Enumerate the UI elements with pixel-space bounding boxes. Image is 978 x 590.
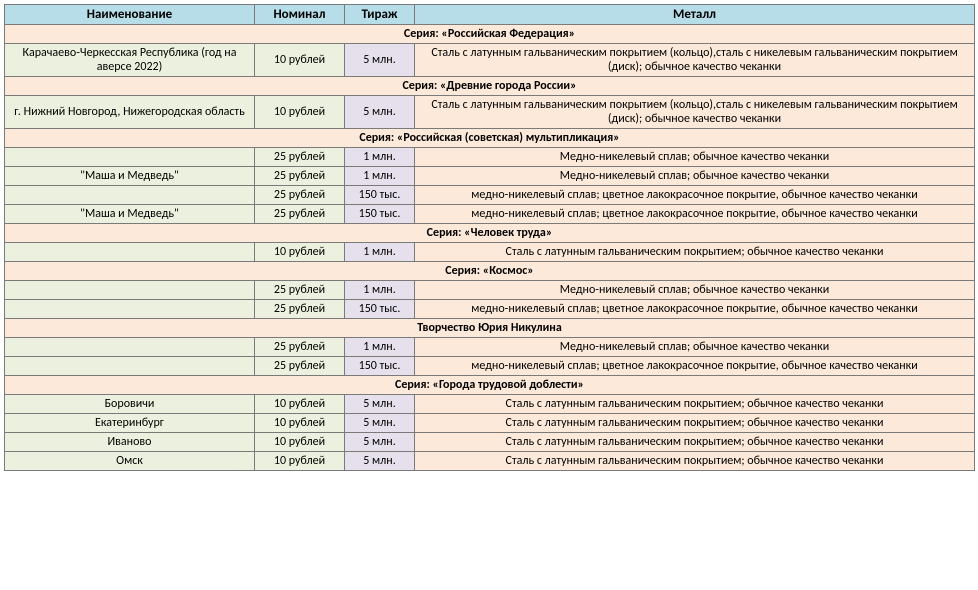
cell-tirazh: 1 млн. [345, 281, 415, 300]
cell-metal: Медно-никелевый сплав; обычное качество … [415, 281, 975, 300]
cell-nominal: 10 рублей [255, 433, 345, 452]
cell-name [5, 300, 255, 319]
series-label: Серия: «Города трудовой доблести» [5, 376, 975, 395]
cell-tirazh: 1 млн. [345, 148, 415, 167]
cell-metal: Сталь с латунным гальваническим покрытие… [415, 243, 975, 262]
series-label: Серия: «Российская Федерация» [5, 25, 975, 44]
cell-nominal: 25 рублей [255, 148, 345, 167]
table-row: Иваново10 рублей5 млн.Сталь с латунным г… [5, 433, 975, 452]
cell-name: г. Нижний Новгород, Нижегородская област… [5, 96, 255, 129]
cell-metal: Сталь с латунным гальваническим покрытие… [415, 414, 975, 433]
cell-tirazh: 5 млн. [345, 433, 415, 452]
cell-name [5, 357, 255, 376]
cell-name [5, 243, 255, 262]
cell-tirazh: 150 тыс. [345, 357, 415, 376]
table-row: 25 рублей1 млн.Медно-никелевый сплав; об… [5, 338, 975, 357]
series-label: Серия: «Российская (советская) мультипли… [5, 129, 975, 148]
cell-name: Боровичи [5, 395, 255, 414]
table-row: "Маша и Медведь"25 рублей150 тыс.медно-н… [5, 205, 975, 224]
cell-nominal: 10 рублей [255, 414, 345, 433]
cell-metal: Медно-никелевый сплав; обычное качество … [415, 167, 975, 186]
cell-metal: медно-никелевый сплав; цветное лакокрасо… [415, 186, 975, 205]
series-row: Серия: «Человек труда» [5, 224, 975, 243]
cell-tirazh: 5 млн. [345, 395, 415, 414]
table-row: 25 рублей150 тыс.медно-никелевый сплав; … [5, 300, 975, 319]
table-row: г. Нижний Новгород, Нижегородская област… [5, 96, 975, 129]
cell-tirazh: 150 тыс. [345, 300, 415, 319]
cell-metal: Медно-никелевый сплав; обычное качество … [415, 148, 975, 167]
series-row: Серия: «Российская Федерация» [5, 25, 975, 44]
cell-tirazh: 1 млн. [345, 243, 415, 262]
series-row: Серия: «Древние города России» [5, 77, 975, 96]
table-row: 25 рублей150 тыс.медно-никелевый сплав; … [5, 357, 975, 376]
cell-nominal: 25 рублей [255, 205, 345, 224]
cell-metal: Сталь с латунным гальваническим покрытие… [415, 452, 975, 471]
cell-name: Иваново [5, 433, 255, 452]
cell-metal: Сталь с латунным гальваническим покрытие… [415, 44, 975, 77]
coin-table: Наименование Номинал Тираж Металл Серия:… [4, 4, 975, 471]
cell-nominal: 25 рублей [255, 186, 345, 205]
cell-nominal: 25 рублей [255, 300, 345, 319]
cell-name: Карачаево-Черкесская Республика (год на … [5, 44, 255, 77]
cell-nominal: 25 рублей [255, 338, 345, 357]
cell-nominal: 10 рублей [255, 243, 345, 262]
header-name: Наименование [5, 5, 255, 25]
series-label: Серия: «Космос» [5, 262, 975, 281]
series-row: Серия: «Космос» [5, 262, 975, 281]
cell-metal: Медно-никелевый сплав; обычное качество … [415, 338, 975, 357]
cell-tirazh: 5 млн. [345, 414, 415, 433]
cell-metal: медно-никелевый сплав; цветное лакокрасо… [415, 205, 975, 224]
cell-tirazh: 5 млн. [345, 44, 415, 77]
cell-tirazh: 5 млн. [345, 96, 415, 129]
series-label: Серия: «Человек труда» [5, 224, 975, 243]
cell-nominal: 10 рублей [255, 395, 345, 414]
table-row: Екатеринбург10 рублей5 млн.Сталь с латун… [5, 414, 975, 433]
cell-name [5, 186, 255, 205]
table-row: 25 рублей1 млн.Медно-никелевый сплав; об… [5, 148, 975, 167]
table-row: 25 рублей150 тыс.медно-никелевый сплав; … [5, 186, 975, 205]
table-row: "Маша и Медведь"25 рублей1 млн.Медно-ник… [5, 167, 975, 186]
table-row: 25 рублей1 млн.Медно-никелевый сплав; об… [5, 281, 975, 300]
cell-metal: медно-никелевый сплав; цветное лакокрасо… [415, 300, 975, 319]
cell-nominal: 10 рублей [255, 452, 345, 471]
cell-name: Омск [5, 452, 255, 471]
cell-name: Екатеринбург [5, 414, 255, 433]
cell-name [5, 338, 255, 357]
table-row: Карачаево-Черкесская Республика (год на … [5, 44, 975, 77]
cell-metal: медно-никелевый сплав; цветное лакокрасо… [415, 357, 975, 376]
cell-name: "Маша и Медведь" [5, 205, 255, 224]
cell-nominal: 25 рублей [255, 357, 345, 376]
cell-tirazh: 5 млн. [345, 452, 415, 471]
cell-name: "Маша и Медведь" [5, 167, 255, 186]
cell-nominal: 25 рублей [255, 281, 345, 300]
series-label: Творчество Юрия Никулина [5, 319, 975, 338]
cell-tirazh: 1 млн. [345, 167, 415, 186]
cell-metal: Сталь с латунным гальваническим покрытие… [415, 96, 975, 129]
cell-metal: Сталь с латунным гальваническим покрытие… [415, 433, 975, 452]
cell-tirazh: 150 тыс. [345, 186, 415, 205]
cell-nominal: 10 рублей [255, 44, 345, 77]
series-label: Серия: «Древние города России» [5, 77, 975, 96]
cell-name [5, 148, 255, 167]
cell-nominal: 25 рублей [255, 167, 345, 186]
table-row: 10 рублей1 млн.Сталь с латунным гальвани… [5, 243, 975, 262]
table-header-row: Наименование Номинал Тираж Металл [5, 5, 975, 25]
cell-nominal: 10 рублей [255, 96, 345, 129]
table-row: Омск10 рублей5 млн.Сталь с латунным галь… [5, 452, 975, 471]
series-row: Творчество Юрия Никулина [5, 319, 975, 338]
cell-metal: Сталь с латунным гальваническим покрытие… [415, 395, 975, 414]
header-metal: Металл [415, 5, 975, 25]
header-nominal: Номинал [255, 5, 345, 25]
header-tirazh: Тираж [345, 5, 415, 25]
table-body: Серия: «Российская Федерация»Карачаево-Ч… [5, 25, 975, 471]
cell-name [5, 281, 255, 300]
table-row: Боровичи10 рублей5 млн.Сталь с латунным … [5, 395, 975, 414]
series-row: Серия: «Российская (советская) мультипли… [5, 129, 975, 148]
cell-tirazh: 1 млн. [345, 338, 415, 357]
series-row: Серия: «Города трудовой доблести» [5, 376, 975, 395]
cell-tirazh: 150 тыс. [345, 205, 415, 224]
